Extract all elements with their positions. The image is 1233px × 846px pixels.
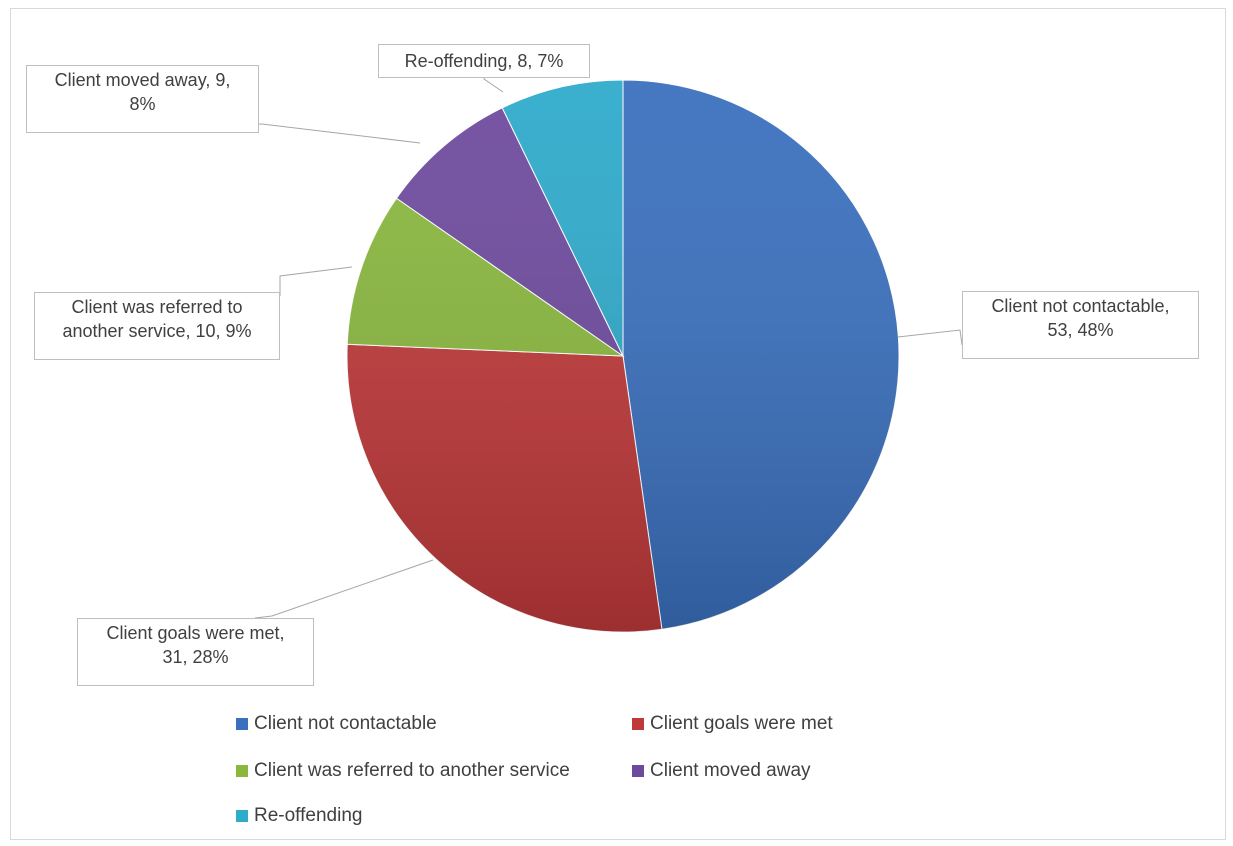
pie-slice-shading (623, 80, 899, 630)
leader-line (279, 266, 353, 296)
legend-label: Client moved away (650, 760, 811, 781)
legend-swatch (632, 765, 644, 777)
leader-line (483, 78, 504, 93)
legend-swatch (236, 718, 248, 730)
legend-item-re-offending: Re-offending (236, 805, 362, 827)
legend-item-client-referred: Client was referred to another service (236, 760, 570, 782)
legend-item-client-not-contactable: Client not contactable (236, 713, 437, 735)
pie-slice-shading (502, 80, 623, 356)
legend-swatch (236, 765, 248, 777)
leader-line (259, 123, 421, 144)
legend-item-client-moved-away: Client moved away (632, 760, 811, 782)
data-label-client-referred: Client was referred to another service, … (34, 292, 280, 360)
data-label-client-moved-away: Client moved away, 9, 8% (26, 65, 259, 133)
legend-swatch (632, 718, 644, 730)
leader-line (897, 329, 963, 346)
data-label-client-not-contactable: Client not contactable, 53, 48% (962, 291, 1199, 359)
legend-label: Client was referred to another service (254, 760, 570, 781)
data-label-line: Client goals were met, (106, 623, 285, 643)
legend-swatch (236, 810, 248, 822)
legend-label: Client not contactable (254, 713, 437, 734)
pie-slice-shading (396, 107, 623, 356)
data-label-line: Client moved away, 9, (54, 70, 231, 90)
leader-line (254, 559, 434, 619)
legend-label: Re-offending (254, 805, 363, 826)
data-label-line: Client not contactable, (991, 296, 1170, 316)
data-label-line: 8% (129, 94, 156, 114)
pie-slice-shading (347, 344, 662, 632)
data-label-line: Re-offending, 8, 7% (404, 51, 564, 71)
data-label-line: Client was referred to (71, 297, 243, 317)
data-label-line: 53, 48% (1047, 320, 1114, 340)
legend-label: Client goals were met (650, 713, 833, 734)
data-label-line: 31, 28% (162, 647, 229, 667)
data-label-re-offending: Re-offending, 8, 7% (378, 44, 590, 78)
pie-slice-shading (347, 198, 623, 356)
legend-item-client-goals-met: Client goals were met (632, 713, 833, 735)
data-label-line: another service, 10, 9% (62, 321, 252, 341)
data-label-client-goals-met: Client goals were met, 31, 28% (77, 618, 314, 686)
